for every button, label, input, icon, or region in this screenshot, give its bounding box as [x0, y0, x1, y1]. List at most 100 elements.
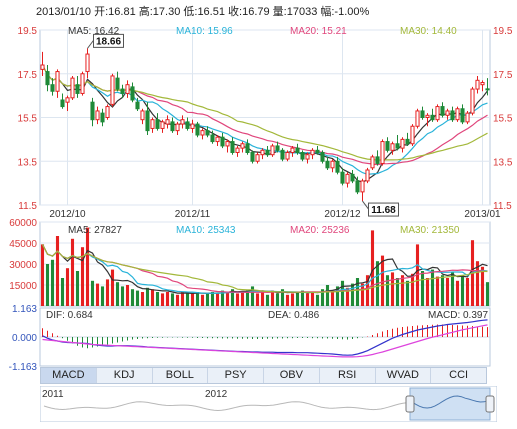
- volume-y-tick: 45000: [9, 239, 37, 250]
- volume-bar: [475, 261, 480, 306]
- candle-body: [130, 86, 135, 101]
- tab-kdj[interactable]: KDJ: [97, 368, 153, 383]
- volume-bar: [430, 269, 435, 306]
- candle-body: [275, 145, 280, 151]
- candle-body: [250, 152, 255, 162]
- volume-bar: [45, 264, 50, 306]
- candle-body: [290, 147, 295, 153]
- tab-psy[interactable]: PSY: [208, 368, 264, 383]
- volume-bar: [85, 227, 90, 306]
- volume-bar: [285, 294, 290, 306]
- volume-bar: [75, 271, 80, 306]
- candle-body: [365, 169, 370, 182]
- candle-body: [335, 160, 340, 173]
- volume-ma30-line: [41, 244, 488, 294]
- volume-bar: [390, 272, 395, 306]
- price-x-tick: 2012/12: [324, 209, 361, 220]
- candle-body: [300, 152, 305, 160]
- volume-bar: [290, 293, 295, 306]
- volume-bar: [270, 290, 275, 306]
- volume-bar: [370, 230, 375, 306]
- candle-body: [155, 119, 160, 129]
- candle-body: [470, 88, 475, 114]
- volume-bar: [55, 236, 60, 306]
- volume-bar: [435, 276, 440, 306]
- price-y-tick-right: 15.5: [493, 114, 513, 125]
- volume-bar: [460, 275, 465, 306]
- candle-body: [40, 64, 45, 70]
- candle-body: [220, 136, 225, 147]
- price-y-tick-right: 11.5: [493, 201, 512, 212]
- candle-body: [445, 110, 450, 116]
- volume-legend-item: MA30: 21350: [400, 225, 460, 236]
- volume-bar: [445, 278, 450, 306]
- volume-bar: [195, 292, 200, 306]
- macd-legend-item: MACD: 0.397: [428, 310, 488, 321]
- candle-body: [60, 99, 65, 108]
- candle-body: [160, 121, 165, 129]
- volume-bar: [245, 290, 250, 306]
- volume-bar: [265, 294, 270, 306]
- volume-bar: [180, 292, 185, 306]
- volume-bar: [420, 271, 425, 306]
- volume-bar: [440, 275, 445, 306]
- volume-bar: [450, 272, 455, 306]
- price-y-tick-left: 11.5: [18, 201, 37, 212]
- candle-body: [480, 82, 485, 86]
- candle-body: [90, 101, 95, 121]
- volume-bar: [300, 290, 305, 306]
- candle-body: [180, 119, 185, 125]
- volume-bar: [105, 279, 110, 306]
- price-legend-item: MA30: 14.40: [400, 26, 457, 37]
- volume-bar: [100, 286, 105, 306]
- candle-body: [110, 75, 115, 105]
- candle-body: [285, 152, 290, 160]
- volume-bar: [40, 244, 45, 306]
- candle-body: [485, 88, 490, 91]
- tab-rsi[interactable]: RSI: [320, 368, 376, 383]
- volume-bar: [145, 287, 150, 306]
- time-navigator[interactable]: 2011 2012: [40, 386, 497, 422]
- tab-wvad[interactable]: WVAD: [376, 368, 432, 383]
- tab-macd[interactable]: MACD: [41, 368, 97, 383]
- annotation-label: 11.68: [371, 205, 396, 216]
- candle-body: [440, 106, 445, 116]
- volume-bar: [275, 293, 280, 306]
- price-y-tick-left: 17.5: [18, 70, 38, 81]
- volume-y-tick: 30000: [9, 260, 37, 271]
- macd-legend-item: DIF: 0.684: [46, 310, 93, 321]
- volume-bar: [170, 293, 175, 306]
- navigator-selection-line: [411, 395, 489, 409]
- candle-body: [355, 180, 360, 193]
- candle-body: [450, 110, 455, 121]
- annotation-box: [368, 202, 399, 217]
- price-ma10-line: [41, 64, 488, 176]
- navigator-selection: [409, 387, 491, 421]
- candle-body: [150, 119, 155, 129]
- volume-bar: [205, 293, 210, 306]
- navigator-year-label: 2011: [42, 389, 64, 400]
- tab-obv[interactable]: OBV: [264, 368, 320, 383]
- candle-body: [345, 173, 350, 184]
- tab-boll[interactable]: BOLL: [153, 368, 209, 383]
- candle-body: [435, 106, 440, 121]
- volume-bar: [90, 280, 95, 306]
- volume-bar: [455, 280, 460, 306]
- candle-body: [350, 173, 355, 182]
- volume-bar: [365, 275, 370, 306]
- volume-bar: [330, 290, 335, 306]
- candle-body: [210, 134, 215, 143]
- volume-bar: [95, 283, 100, 306]
- volume-bar: [425, 278, 430, 306]
- volume-legend-item: MA20: 25236: [290, 225, 350, 236]
- candle-body: [320, 152, 325, 162]
- volume-bar: [355, 278, 360, 306]
- volume-bar: [155, 292, 160, 306]
- volume-bar: [380, 255, 385, 306]
- macd-y-tick: -1.163: [9, 362, 38, 373]
- tab-cci[interactable]: CCI: [449, 369, 469, 381]
- navigator-year-label: 2012: [205, 389, 228, 400]
- candle-body: [185, 121, 190, 129]
- candle-body: [475, 79, 480, 90]
- candle-body: [245, 143, 250, 153]
